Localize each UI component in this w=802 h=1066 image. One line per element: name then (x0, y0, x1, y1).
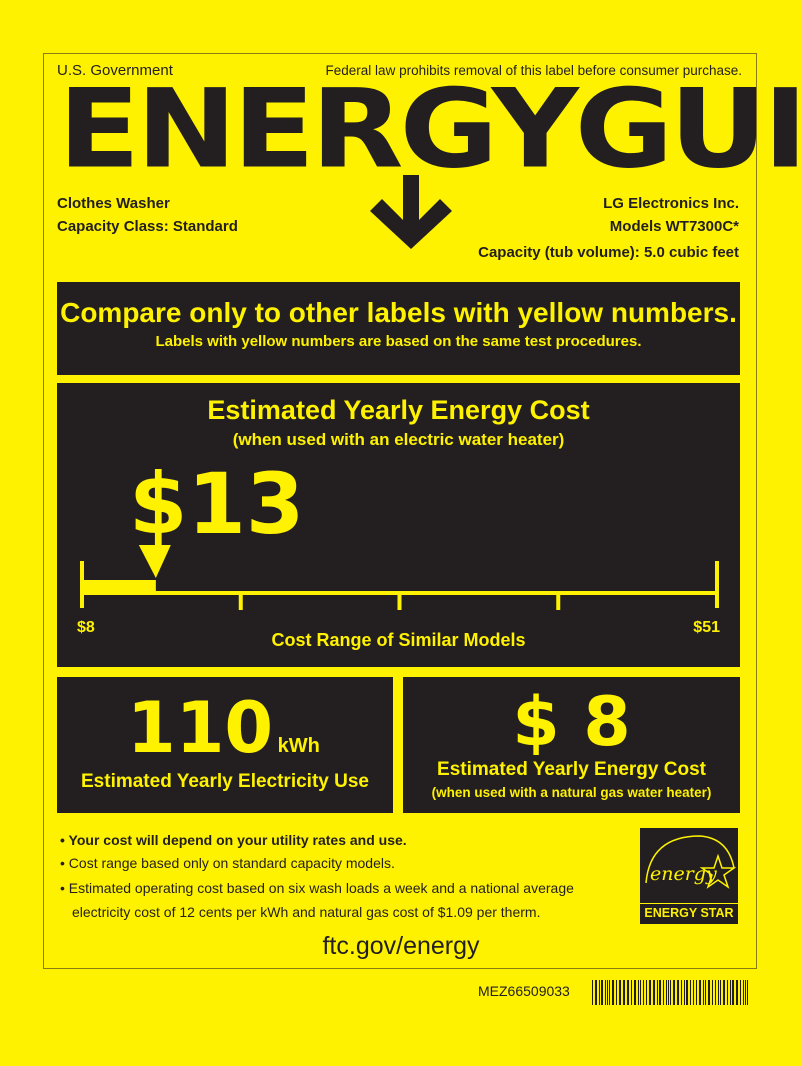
down-arrow-icon (370, 175, 452, 249)
barcode-bar (673, 980, 675, 1005)
capacity-class: Capacity Class: Standard (57, 218, 238, 235)
barcode-bar (670, 980, 671, 1005)
barcode-bar (712, 980, 713, 1005)
barcode-bar (592, 980, 593, 1005)
note-text: Your cost will depend on your utility ra… (68, 832, 407, 848)
barcode-bar (732, 980, 734, 1005)
barcode-bar (666, 980, 667, 1005)
barcode-bar (643, 980, 644, 1005)
barcode-bar (696, 980, 697, 1005)
barcode-bar (605, 980, 606, 1005)
barcode-bar (727, 980, 728, 1005)
electricity-use-unit: kWh (277, 735, 320, 757)
barcode-bar (601, 980, 603, 1005)
barcode-bar (708, 980, 710, 1005)
barcode-bar (718, 980, 719, 1005)
removal-notice: Federal law prohibits removal of this la… (325, 63, 742, 78)
manufacturer: LG Electronics Inc. (603, 195, 739, 212)
note-text: Cost range based only on standard capaci… (68, 855, 395, 871)
barcode-bar (743, 980, 744, 1005)
barcode-bar (703, 980, 704, 1005)
barcode-bar (616, 980, 617, 1005)
electricity-use-value: 110 (127, 687, 274, 769)
barcode-bar (659, 980, 661, 1005)
barcode-bar (693, 980, 694, 1005)
energy-script: energy (650, 863, 717, 885)
model-number: Models WT7300C* (609, 218, 739, 235)
barcode-bar (607, 980, 608, 1005)
barcode-bar (699, 980, 701, 1005)
energy-star-label: ENERGY STAR (644, 906, 734, 920)
compare-headline: Compare only to other labels with yellow… (60, 297, 737, 328)
compare-subtext: Labels with yellow numbers are based on … (155, 333, 642, 350)
barcode-bar (623, 980, 625, 1005)
barcode-bar (715, 980, 716, 1005)
energy-star-icon: energy (645, 835, 737, 889)
barcode-bar (640, 980, 641, 1005)
barcode (592, 980, 748, 1005)
electric-cost-title: Estimated Yearly Energy Cost (207, 395, 590, 425)
barcode-bar (686, 980, 688, 1005)
gas-cost-subtitle: (when used with a natural gas water heat… (431, 785, 712, 800)
barcode-bar (723, 980, 725, 1005)
barcode-bar (631, 980, 632, 1005)
electric-cost-value: $13 (129, 455, 305, 553)
cost-range-scale (80, 545, 719, 610)
gas-cost-box: $ 8 Estimated Yearly Energy Cost (when u… (403, 677, 740, 813)
barcode-bar (595, 980, 597, 1005)
us-government-text: U.S. Government (57, 62, 173, 79)
energyguide-title: ENERGYGUIDE (58, 65, 802, 193)
note-operating-cost-cont: electricity cost of 12 cents per kWh and… (72, 904, 541, 920)
barcode-bar (627, 980, 629, 1005)
barcode-bar (681, 980, 682, 1005)
barcode-bar (730, 980, 731, 1005)
electric-cost-box: Estimated Yearly Energy Cost (when used … (57, 383, 740, 667)
electricity-use-label: Estimated Yearly Electricity Use (81, 771, 369, 792)
note-operating-cost: • Estimated operating cost based on six … (60, 880, 574, 896)
barcode-bar (690, 980, 691, 1005)
barcode-bar (646, 980, 647, 1005)
tub-capacity: Capacity (tub volume): 5.0 cubic feet (478, 244, 739, 261)
product-type: Clothes Washer (57, 195, 170, 212)
barcode-bar (619, 980, 621, 1005)
compare-box: Compare only to other labels with yellow… (57, 282, 740, 375)
electricity-use-box: 110 kWh Estimated Yearly Electricity Use (57, 677, 393, 813)
barcode-bar (677, 980, 679, 1005)
scale-pointer-icon (138, 545, 171, 578)
barcode-bar (736, 980, 738, 1005)
range-min: $8 (77, 619, 95, 636)
note-utility-rates: • Your cost will depend on your utility … (60, 832, 407, 848)
gas-cost-title: Estimated Yearly Energy Cost (437, 759, 706, 780)
barcode-bar (638, 980, 639, 1005)
ftc-url[interactable]: ftc.gov/energy (322, 932, 480, 960)
part-number: MEZ66509033 (478, 983, 570, 999)
barcode-bar (668, 980, 669, 1005)
energy-star-logo: energy ENERGY STAR (640, 828, 738, 924)
cost-range-label: Cost Range of Similar Models (271, 630, 526, 650)
barcode-bar (634, 980, 636, 1005)
barcode-bar (663, 980, 664, 1005)
barcode-bar (612, 980, 614, 1005)
barcode-bar (684, 980, 685, 1005)
barcode-bar (657, 980, 658, 1005)
barcode-bar (649, 980, 651, 1005)
range-max: $51 (693, 619, 720, 636)
gas-cost-value: $ 8 (512, 683, 631, 762)
barcode-bar (720, 980, 721, 1005)
label-border (43, 53, 757, 969)
note-cost-range: • Cost range based only on standard capa… (60, 855, 395, 871)
barcode-bar (599, 980, 600, 1005)
note-text: Estimated operating cost based on six wa… (68, 880, 574, 896)
barcode-bar (705, 980, 706, 1005)
barcode-bar (653, 980, 655, 1005)
electric-cost-subtitle: (when used with an electric water heater… (232, 430, 565, 449)
barcode-bar (747, 980, 748, 1005)
barcode-bar (745, 980, 746, 1005)
barcode-bar (740, 980, 741, 1005)
scale-value-fill (82, 580, 156, 595)
barcode-bar (609, 980, 610, 1005)
